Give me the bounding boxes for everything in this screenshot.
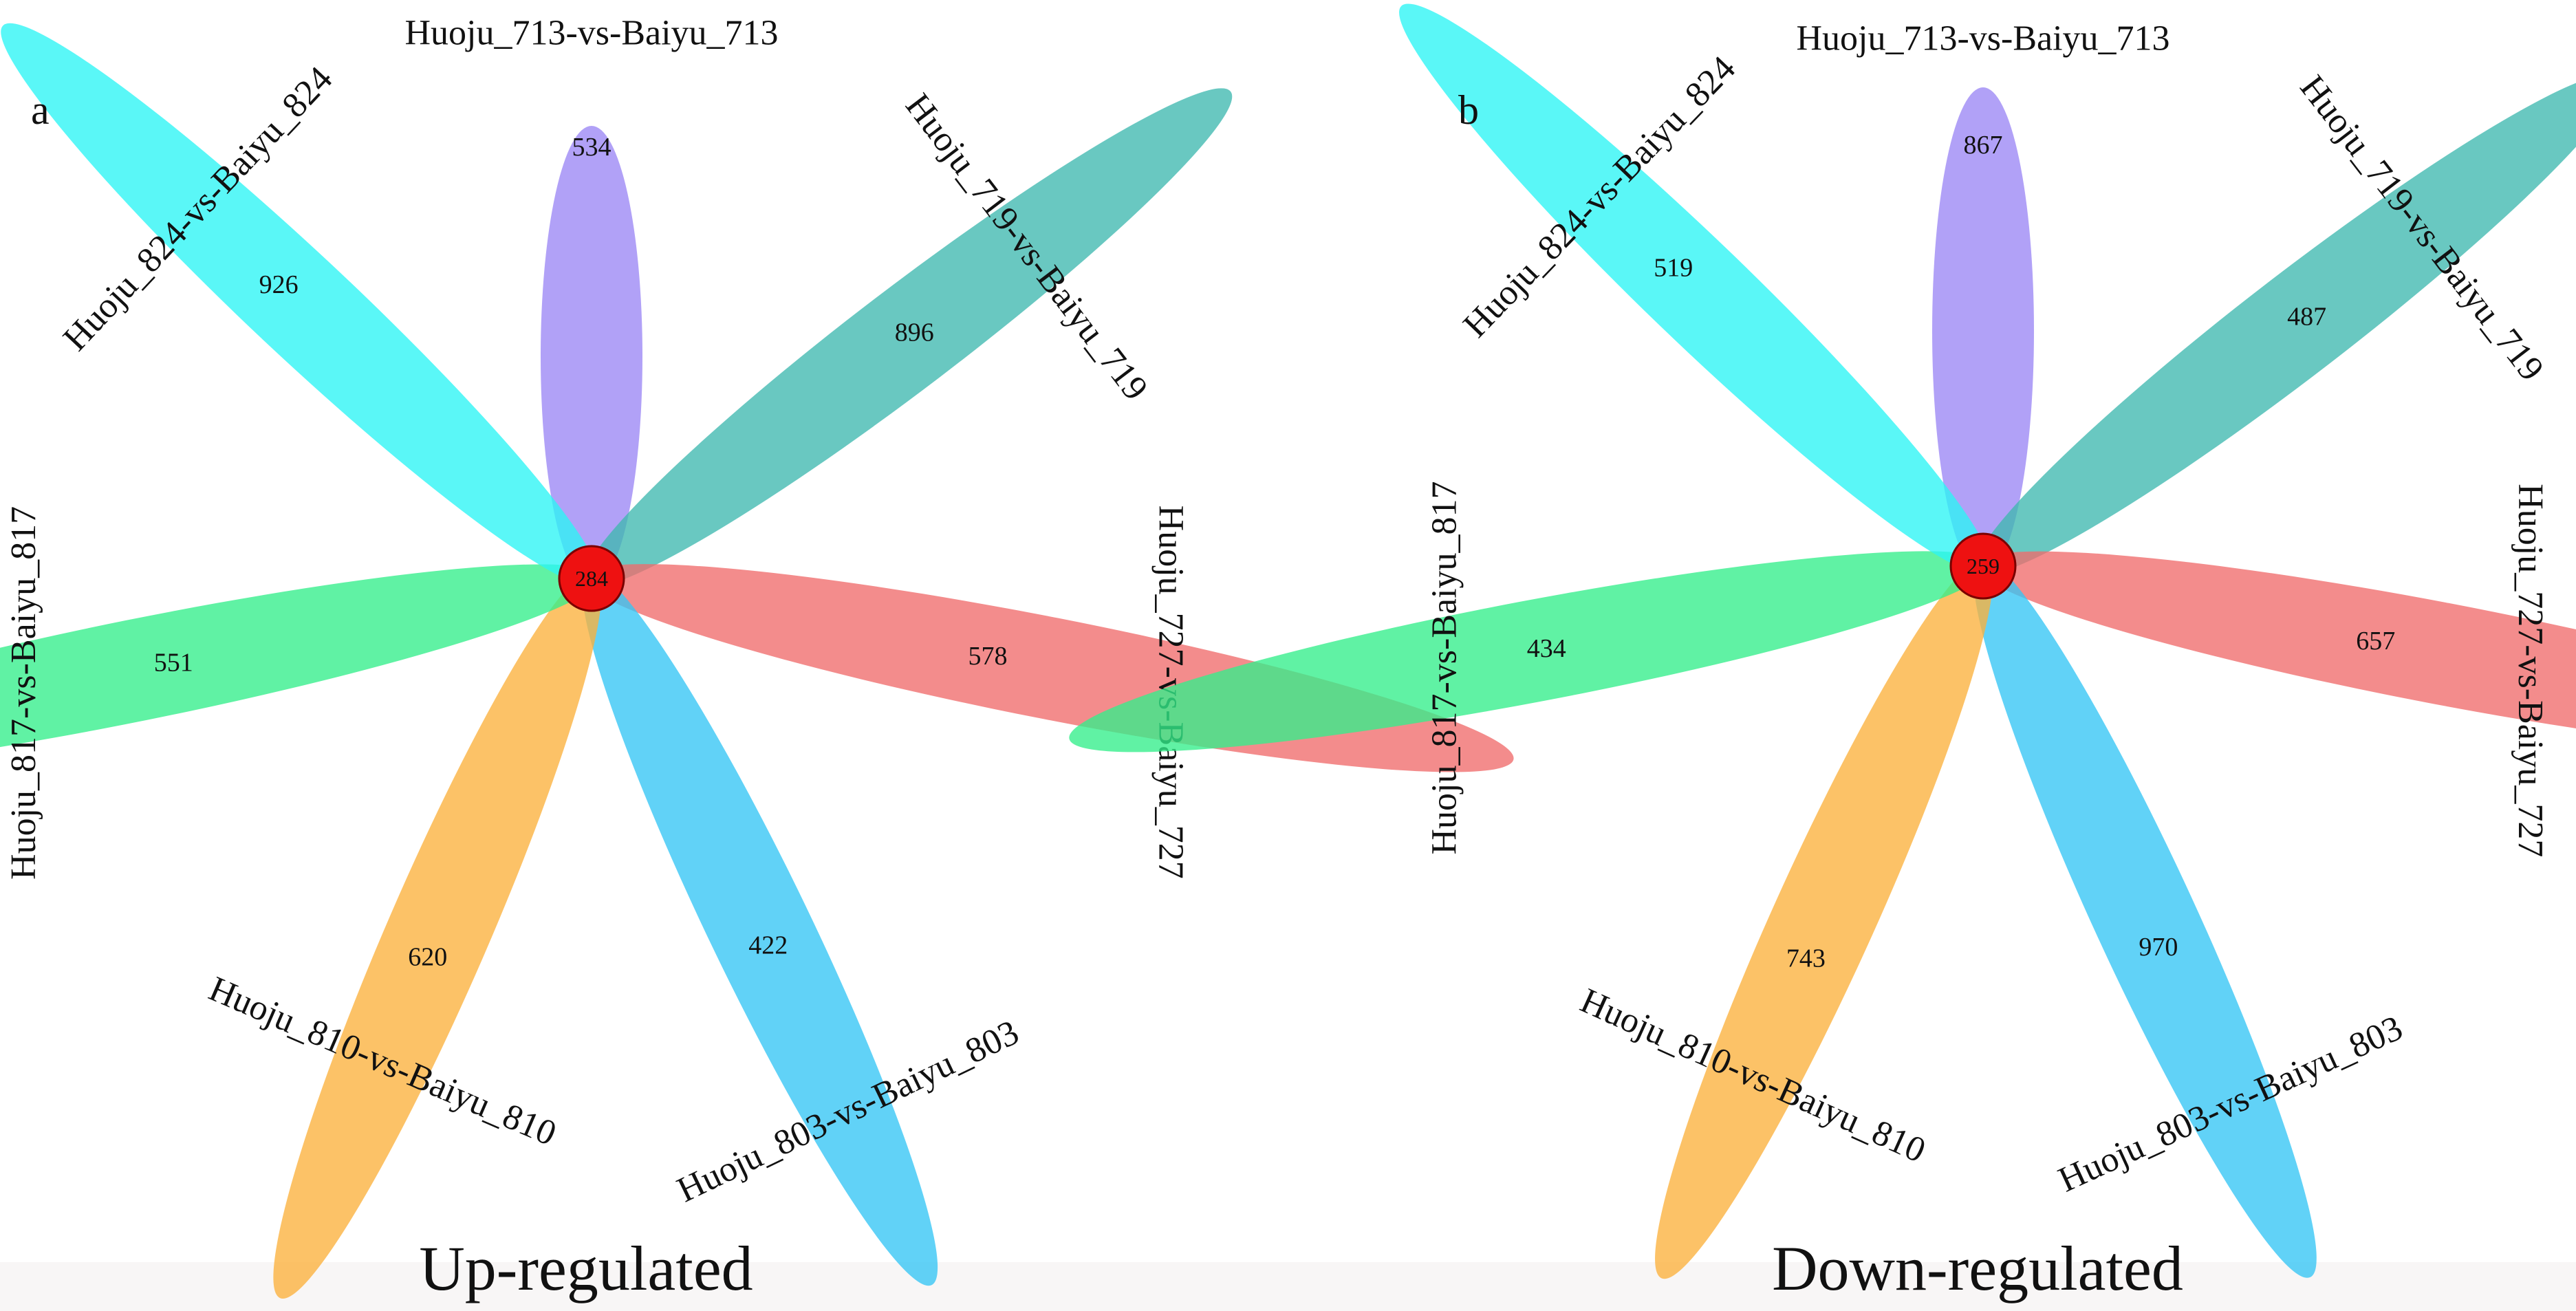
petal-label: Huoju_817-vs-Baiyu_817: [1425, 481, 1464, 854]
petal-count: 743: [1786, 944, 1826, 973]
petal-count: 551: [154, 649, 193, 678]
petal-count: 422: [748, 931, 788, 960]
petal-4: [582, 570, 938, 1286]
petal-2: [583, 88, 1233, 587]
petal-count: 970: [2139, 933, 2178, 962]
petal-6: [0, 564, 600, 777]
petal-5: [273, 570, 602, 1299]
petal-1: [1932, 87, 2034, 574]
footer-band: [0, 1262, 2576, 1311]
petal-count: 867: [1964, 131, 2003, 160]
core-count: 284: [575, 566, 608, 591]
petal-5: [1655, 558, 1993, 1279]
petal-4: [1973, 558, 2317, 1278]
petal-6: [1069, 551, 1991, 752]
petal-1: [541, 126, 642, 587]
petal-7: [1, 23, 600, 587]
petal-count: 487: [2287, 303, 2326, 332]
petal-3: [1975, 551, 2576, 755]
panel-caption: Up-regulated: [419, 1233, 753, 1303]
petal-count: 434: [1527, 634, 1566, 663]
petal-label: Huoju_713-vs-Baiyu_713: [1796, 19, 2169, 58]
panel-letter: b: [1458, 87, 1479, 133]
core-circle: [558, 545, 625, 612]
petal-count: 519: [1654, 254, 1693, 283]
petal-count: 534: [572, 133, 611, 162]
panel-caption: Down-regulated: [1772, 1233, 2183, 1303]
petal-2: [1975, 74, 2576, 575]
panel-b-down-regulated: 867 487 657 970 743 434 519 Huoju_713-vs-Baiyu_…: [1069, 3, 2576, 1303]
petal-count: 578: [968, 642, 1008, 671]
petal-count: 657: [2356, 627, 2395, 656]
petal-label: Huoju_817-vs-Baiyu_817: [4, 506, 43, 880]
panel-letter: a: [31, 87, 50, 133]
core-count: 259: [1967, 554, 2000, 578]
petal-count: 620: [408, 943, 447, 972]
petal-count: 926: [259, 270, 299, 299]
petal-count: 896: [895, 318, 934, 347]
core-circle: [1949, 532, 2017, 600]
petal-label: Huoju_713-vs-Baiyu_713: [404, 14, 778, 53]
petal-7: [1399, 3, 1991, 574]
petal-label: Huoju_727-vs-Baiyu_727: [2511, 484, 2550, 857]
